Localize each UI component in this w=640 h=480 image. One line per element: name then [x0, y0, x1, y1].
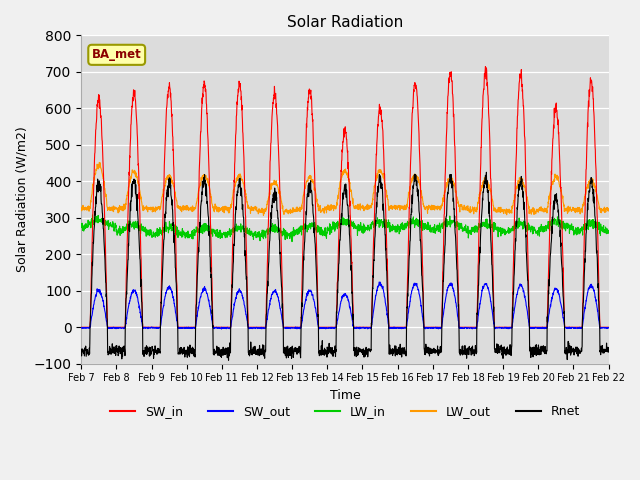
Legend: SW_in, SW_out, LW_in, LW_out, Rnet: SW_in, SW_out, LW_in, LW_out, Rnet: [105, 400, 585, 423]
Title: Solar Radiation: Solar Radiation: [287, 15, 403, 30]
X-axis label: Time: Time: [330, 389, 360, 402]
Text: BA_met: BA_met: [92, 48, 141, 61]
Y-axis label: Solar Radiation (W/m2): Solar Radiation (W/m2): [15, 127, 28, 273]
